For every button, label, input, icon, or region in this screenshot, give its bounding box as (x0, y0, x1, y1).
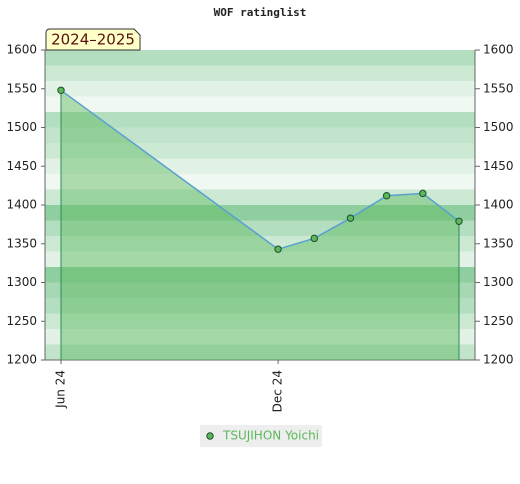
y2-tick-label: 1550 (483, 81, 514, 95)
area (61, 90, 459, 361)
y2-tick-label: 1250 (483, 314, 514, 328)
background-band (45, 65, 475, 82)
point (419, 189, 427, 198)
period-box (45, 28, 141, 51)
point (57, 86, 65, 95)
x-tick-label: Jun 24 (54, 370, 68, 409)
x-tick-label: Dec 24 (271, 370, 285, 412)
y-tick-label: 1550 (6, 81, 37, 95)
background-band (45, 158, 475, 175)
background-band (45, 127, 475, 144)
y2-tick-label: 1200 (483, 353, 514, 367)
background-band (45, 313, 475, 330)
background-band (45, 96, 475, 113)
background-band (45, 81, 475, 97)
background-band (45, 220, 475, 237)
background-band (45, 205, 475, 221)
legend-label: TSUJIHON Yoichi (222, 429, 319, 443)
background-band (45, 344, 475, 361)
y-tick-label: 1350 (6, 236, 37, 250)
y-tick-label: 1200 (6, 353, 37, 367)
point (455, 217, 463, 225)
background-band (45, 282, 475, 299)
point (382, 192, 391, 200)
y2-tick-label: 1350 (483, 236, 514, 250)
legend-box (200, 425, 322, 447)
background-band (45, 329, 475, 345)
background-band (45, 50, 475, 66)
background-band (45, 143, 475, 159)
point (274, 245, 282, 253)
y2-tick-label: 1450 (483, 159, 514, 173)
point (310, 234, 318, 243)
y2-tick-label: 1500 (483, 120, 514, 134)
y-tick-label: 1250 (6, 314, 37, 328)
legend-marker (206, 432, 214, 440)
background-band (45, 236, 475, 252)
point (346, 214, 355, 222)
background-band (45, 267, 475, 283)
y-tick-label: 1500 (6, 120, 37, 134)
background-band (45, 174, 475, 190)
background-band (45, 189, 475, 206)
background-band (45, 251, 475, 268)
y2-tick-label: 1300 (483, 275, 514, 289)
y-tick-label: 1400 (6, 198, 37, 212)
period-label: 2024–2025 (51, 31, 135, 49)
y-tick-label: 1450 (6, 159, 37, 173)
background-band (45, 298, 475, 314)
y-tick-label: 1300 (6, 275, 37, 289)
y-tick-label: 1600 (6, 43, 37, 57)
background-band (45, 112, 475, 128)
chart-title: WOF ratinglist (214, 6, 307, 19)
y2-tick-label: 1600 (483, 43, 514, 57)
y2-tick-label: 1400 (483, 198, 514, 212)
